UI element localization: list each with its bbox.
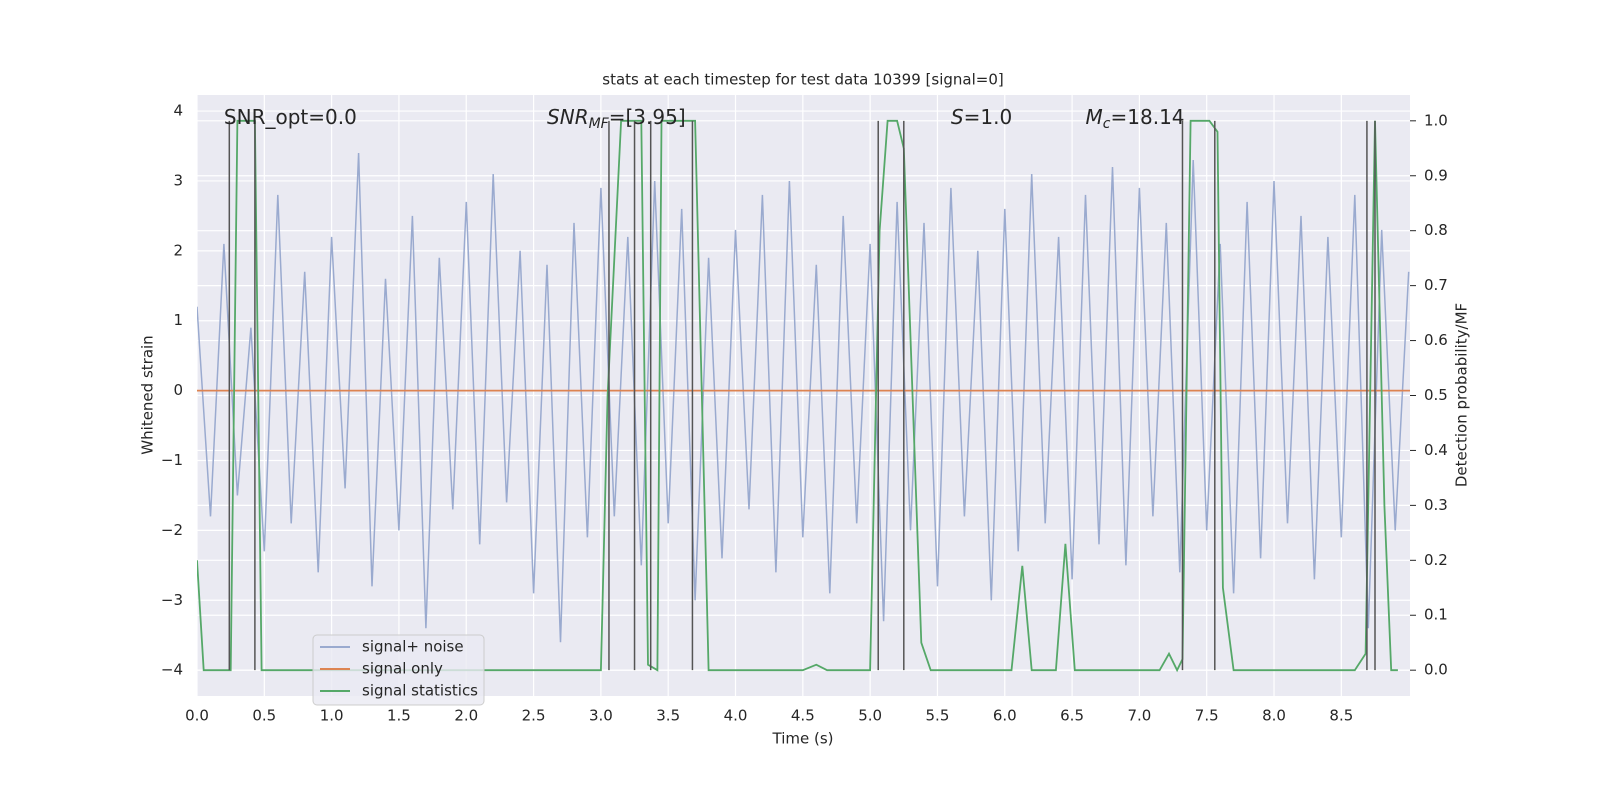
legend-label: signal statistics bbox=[362, 682, 478, 700]
x-tick-label: 6.0 bbox=[993, 707, 1017, 725]
legend-label: signal only bbox=[362, 660, 443, 678]
annotation-sub: c bbox=[1103, 116, 1111, 132]
y-tick-label: −1 bbox=[161, 451, 183, 469]
annotation: SNRMF=[3.95] bbox=[547, 105, 686, 133]
y2-tick-label: 0.6 bbox=[1424, 331, 1448, 349]
y2-tick-label: 0.9 bbox=[1424, 166, 1448, 184]
y2-tick-label: 0.8 bbox=[1424, 221, 1448, 239]
y2-tick-label: 0.5 bbox=[1424, 386, 1448, 404]
annotation-base: SNR_opt=0.0 bbox=[224, 105, 357, 129]
annotation-base: SNR bbox=[547, 105, 589, 129]
y2-tick-label: 1.0 bbox=[1424, 111, 1448, 129]
x-tick-label: 2.5 bbox=[522, 707, 546, 725]
y2-tick-label: 0.3 bbox=[1424, 496, 1448, 514]
annotation-rest: =1.0 bbox=[964, 105, 1013, 129]
annotation-rest: =18.14 bbox=[1111, 105, 1185, 129]
x-tick-label: 6.5 bbox=[1060, 707, 1084, 725]
y2-tick-label: 0.4 bbox=[1424, 441, 1448, 459]
y-tick-label: 0 bbox=[173, 381, 183, 399]
annotation-rest: =[3.95] bbox=[609, 105, 686, 129]
y2-tick-label: 0.0 bbox=[1424, 661, 1448, 679]
x-tick-label: 7.0 bbox=[1127, 707, 1151, 725]
y-tick-label: 2 bbox=[173, 241, 183, 259]
x-tick-label: 8.5 bbox=[1329, 707, 1353, 725]
x-tick-label: 5.0 bbox=[858, 707, 882, 725]
annotation: Mc=18.14 bbox=[1086, 105, 1185, 133]
annotation: SNR_opt=0.0 bbox=[224, 105, 357, 129]
x-tick-label: 1.0 bbox=[320, 707, 344, 725]
annotation: S=1.0 bbox=[951, 105, 1012, 129]
annotation-sub: MF bbox=[589, 116, 610, 132]
y2-tick-label: 0.7 bbox=[1424, 276, 1448, 294]
chart-title: stats at each timestep for test data 103… bbox=[602, 71, 1003, 89]
x-tick-label: 3.5 bbox=[656, 707, 680, 725]
series-line bbox=[197, 152, 1410, 643]
x-tick-label: 5.5 bbox=[926, 707, 950, 725]
x-tick-label: 8.0 bbox=[1262, 707, 1286, 725]
y-tick-label: 1 bbox=[173, 311, 183, 329]
x-tick-label: 2.0 bbox=[454, 707, 478, 725]
x-tick-label: 4.0 bbox=[724, 707, 748, 725]
x-axis-label: Time (s) bbox=[772, 730, 834, 748]
x-tick-label: 1.5 bbox=[387, 707, 411, 725]
x-tick-label: 4.5 bbox=[791, 707, 815, 725]
y2-tick-label: 0.1 bbox=[1424, 606, 1448, 624]
y2-axis-label: Detection probability/MF bbox=[1453, 303, 1471, 487]
y2-tick-label: 0.2 bbox=[1424, 551, 1448, 569]
legend-label: signal+ noise bbox=[362, 638, 464, 656]
y-tick-label: −4 bbox=[161, 661, 183, 679]
annotation-base: S bbox=[951, 105, 964, 129]
series-line bbox=[197, 119, 1398, 673]
x-tick-label: 0.5 bbox=[252, 707, 276, 725]
x-tick-label: 3.0 bbox=[589, 707, 613, 725]
annotation-base: M bbox=[1086, 105, 1103, 129]
y-axis-label: Whitened strain bbox=[139, 335, 157, 454]
y-tick-label: −2 bbox=[161, 521, 183, 539]
y-tick-label: 3 bbox=[173, 171, 183, 189]
y-tick-label: −3 bbox=[161, 591, 183, 609]
x-tick-label: 7.5 bbox=[1195, 707, 1219, 725]
y-tick-label: 4 bbox=[173, 102, 183, 120]
x-tick-label: 0.0 bbox=[185, 707, 209, 725]
legend-box bbox=[312, 634, 485, 706]
